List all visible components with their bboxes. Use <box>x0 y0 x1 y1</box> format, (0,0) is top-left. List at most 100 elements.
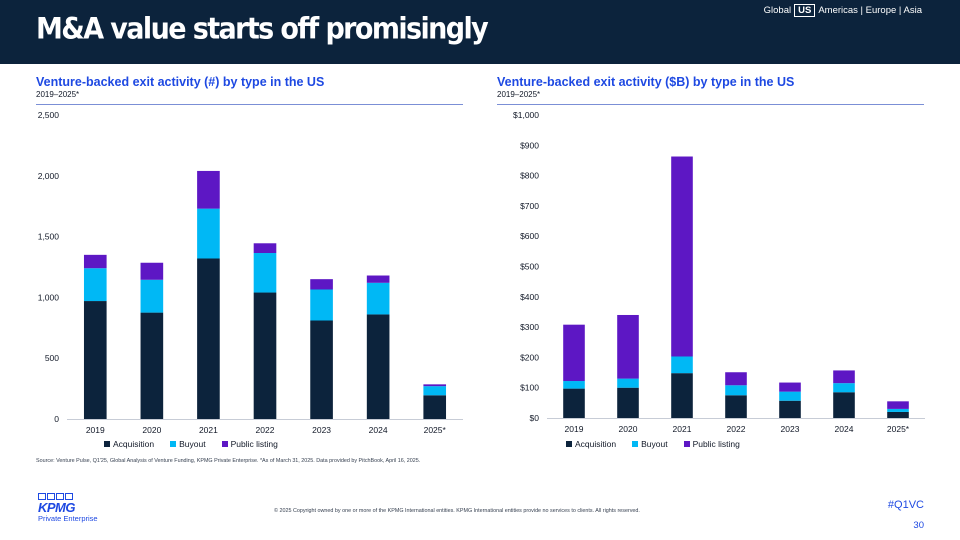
bar-segment-buyout <box>253 253 277 293</box>
bar-segment-public-listing <box>671 156 693 357</box>
legend-item-buyout: Buyout <box>632 439 668 449</box>
y-tick-label: 1,500 <box>38 232 60 242</box>
bar-segment-public-listing <box>253 243 277 254</box>
chart-2-legend: Acquisition Buyout Public listing <box>566 439 740 449</box>
bar-segment-acquisition <box>197 258 220 419</box>
bar-segment-acquisition <box>779 400 801 418</box>
legend-item-buyout: Buyout <box>170 439 206 449</box>
bar-segment-buyout <box>563 381 585 389</box>
y-tick-label: 1,000 <box>38 292 60 302</box>
x-tick-label: 2023 <box>312 425 331 435</box>
kpmg-logo-sub: Private Enterprise <box>38 514 98 523</box>
bar-segment-public-listing <box>140 262 164 280</box>
x-tick-label: 2025* <box>424 425 447 435</box>
bar-segment-buyout <box>197 208 220 259</box>
chart-1-subtitle: 2019–2025* <box>36 90 80 99</box>
bar-segment-buyout <box>140 279 164 313</box>
x-tick-label: 2020 <box>619 424 638 434</box>
bar-segment-acquisition <box>253 292 277 419</box>
bar-segment-buyout <box>83 268 107 302</box>
bar-segment-acquisition <box>423 395 447 419</box>
bar-segment-acquisition <box>366 314 390 419</box>
source-note: Source: Venture Pulse, Q1'25, Global Ana… <box>36 458 421 464</box>
y-tick-label: $400 <box>520 292 539 302</box>
bar-segment-acquisition <box>140 312 164 419</box>
kpmg-logo: KPMG Private Enterprise <box>38 493 98 523</box>
region-us-link[interactable]: US <box>794 4 816 17</box>
legend-swatch-acquisition <box>104 441 110 447</box>
legend-item-public-listing: Public listing <box>683 439 740 449</box>
y-tick-label: 2,500 <box>38 110 60 120</box>
bar-segment-public-listing <box>563 324 585 382</box>
hashtag-label: #Q1VC <box>887 499 924 511</box>
legend-swatch-acquisition <box>566 441 572 447</box>
bar-segment-buyout <box>423 386 447 396</box>
bar-segment-buyout <box>617 378 639 388</box>
legend-label-public-listing: Public listing <box>692 439 740 449</box>
header-banner: M&A value starts off promisingly Global … <box>0 0 960 64</box>
legend-swatch-public-listing <box>683 441 690 447</box>
y-tick-label: $800 <box>520 171 539 181</box>
bar-segment-acquisition <box>310 320 333 419</box>
bar-segment-buyout <box>725 385 747 396</box>
y-tick-label: 2,000 <box>38 171 60 181</box>
region-global-link[interactable]: Global <box>763 5 792 16</box>
kpmg-logo-boxes <box>38 493 98 500</box>
legend-item-public-listing: Public listing <box>221 439 278 449</box>
legend-label-buyout: Buyout <box>641 439 668 449</box>
bar-segment-buyout <box>833 383 855 393</box>
legend-label-buyout: Buyout <box>179 439 206 449</box>
chart-2-title-rule <box>497 104 924 105</box>
x-tick-label: 2022 <box>256 425 275 435</box>
y-tick-label: $900 <box>520 140 539 150</box>
bar-segment-buyout <box>366 282 390 315</box>
x-tick-label: 2023 <box>781 424 800 434</box>
y-tick-label: $200 <box>520 352 539 362</box>
bar-segment-public-listing <box>725 372 747 386</box>
x-tick-label: 2022 <box>727 424 746 434</box>
bar-segment-public-listing <box>366 275 390 283</box>
bar-segment-public-listing <box>310 279 333 290</box>
bar-segment-public-listing <box>197 170 220 209</box>
copyright-note: © 2025 Copyright owned by one or more of… <box>274 508 640 514</box>
y-tick-label: $300 <box>520 322 539 332</box>
bar-segment-public-listing <box>833 370 855 384</box>
y-tick-label: 0 <box>54 414 59 424</box>
chart-1-title: Venture-backed exit activity (#) by type… <box>36 75 325 89</box>
y-tick-label: $0 <box>530 413 540 423</box>
bar-segment-public-listing <box>779 382 801 392</box>
x-tick-label: 2021 <box>673 424 692 434</box>
chart-1-legend: Acquisition Buyout Public listing <box>104 439 278 449</box>
bar-segment-acquisition <box>725 395 747 418</box>
y-tick-label: $100 <box>520 383 539 393</box>
page-title: M&A value starts off promisingly <box>36 12 489 47</box>
y-tick-label: 500 <box>45 353 59 363</box>
x-tick-label: 2020 <box>142 425 161 435</box>
legend-swatch-public-listing <box>221 441 228 447</box>
kpmg-logo-word: KPMG <box>38 500 75 515</box>
bar-segment-acquisition <box>833 392 855 418</box>
bar-segment-acquisition <box>83 301 107 419</box>
legend-label-acquisition: Acquisition <box>575 439 617 449</box>
region-nav: Global US Americas | Europe | Asia <box>764 4 922 17</box>
x-tick-label: 2021 <box>199 425 218 435</box>
legend-label-acquisition: Acquisition <box>113 439 155 449</box>
bar-segment-buyout <box>671 356 693 374</box>
bar-segment-acquisition <box>887 411 909 418</box>
chart-2-value: $0 $100 $200 $300 $400 $500 $600 $700 $800 $900 $1… <box>513 110 925 434</box>
legend-item-acquisition: Acquisition <box>104 439 154 449</box>
y-tick-label: $600 <box>520 231 539 241</box>
x-tick-label: 2024 <box>835 424 854 434</box>
chart-2-subtitle: 2019–2025* <box>497 90 541 99</box>
x-tick-label: 2024 <box>369 425 388 435</box>
legend-swatch-buyout <box>632 441 639 447</box>
bar-segment-buyout <box>779 391 801 401</box>
bar-segment-buyout <box>310 289 333 321</box>
bar-segment-acquisition <box>617 387 639 418</box>
bar-segment-public-listing <box>423 384 447 387</box>
chart-2-title: Venture-backed exit activity ($B) by typ… <box>497 75 795 89</box>
legend-swatch-buyout <box>170 441 177 447</box>
region-other-links[interactable]: Americas | Europe | Asia <box>818 5 922 16</box>
x-tick-label: 2019 <box>565 424 584 434</box>
bar-segment-acquisition <box>563 388 585 418</box>
